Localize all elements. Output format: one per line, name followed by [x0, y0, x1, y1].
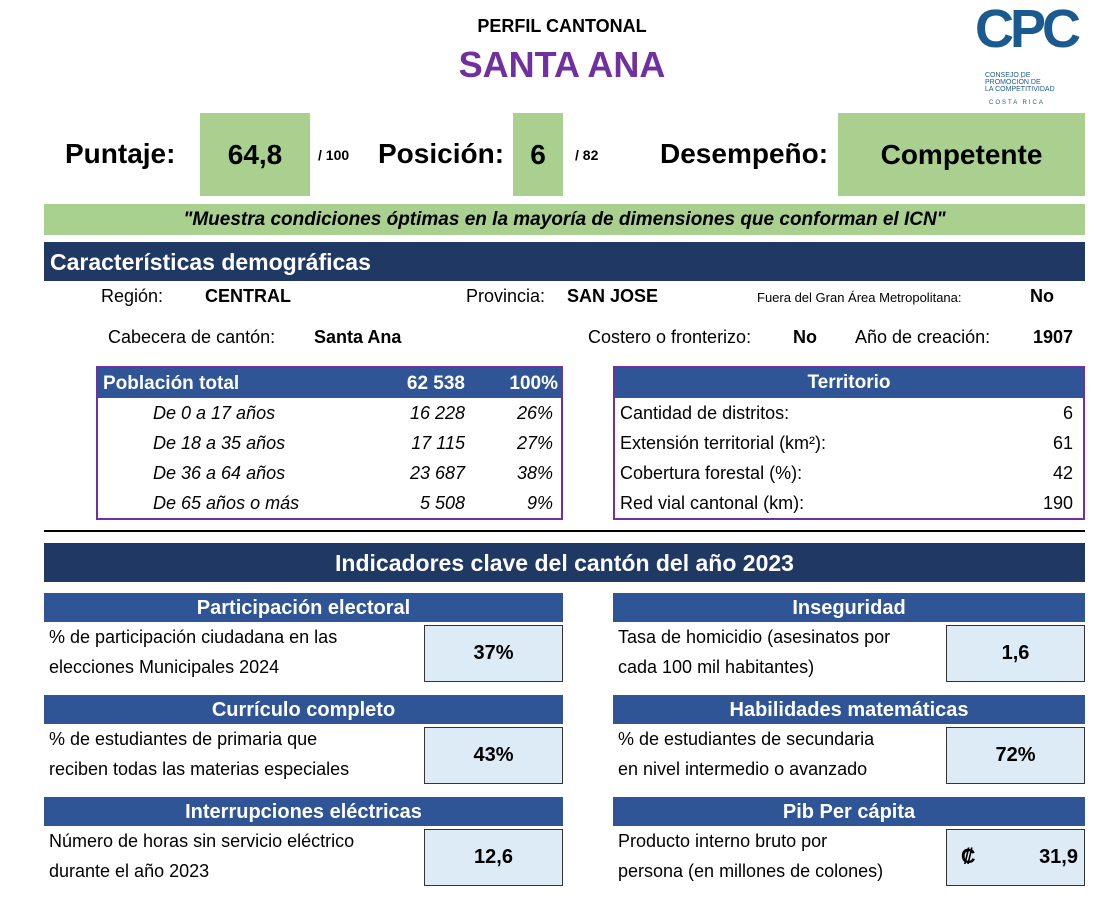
row-value: 42: [1052, 463, 1073, 483]
row-label: De 36 a 64 años: [153, 463, 286, 483]
position-label: Posición:: [378, 138, 505, 169]
quote: "Muestra condiciones óptimas en la mayor…: [44, 204, 1085, 235]
field-value: Santa Ana: [314, 327, 402, 347]
card-value-box: 72%: [946, 727, 1085, 784]
field-label: Provincia:: [466, 286, 546, 306]
card-description: elecciones Municipales 2024: [49, 657, 280, 677]
logo: CPC CONSEJO DE PROMOCIÓN DE LA COMPETITIVI…: [975, 0, 1081, 108]
card-value-box: 12,6: [424, 829, 563, 886]
card-value: 31,9: [1039, 846, 1078, 868]
card-description: durante el año 2023: [49, 861, 210, 881]
row-label: Extensión territorial (km²):: [620, 433, 827, 453]
position-max: / 82: [575, 147, 599, 163]
field-label: Fuera del Gran Área Metropolitana:: [757, 290, 962, 305]
row-percent: 38%: [516, 463, 553, 483]
card-description: % de participación ciudadana en las: [49, 627, 338, 647]
row-value: 17 115: [411, 433, 465, 453]
title: SANTA ANA: [458, 44, 666, 85]
card-description: reciben todas las materias especiales: [49, 759, 350, 779]
row-value: 6: [1062, 403, 1073, 423]
row-label: De 65 años o más: [153, 493, 300, 513]
field-value: CENTRAL: [205, 286, 291, 306]
card-title: Pib Per cápita: [613, 797, 1085, 826]
row-value: 16 228: [409, 403, 465, 423]
field-value: No: [793, 327, 817, 347]
score-value: 64,8: [200, 113, 310, 196]
row-label: De 0 a 17 años: [153, 403, 276, 423]
row-value: 5 508: [419, 493, 465, 513]
performance-label: Desempeño:: [660, 138, 829, 169]
logo-mark: CPC: [975, 0, 1081, 59]
field-value: 1907: [1033, 327, 1074, 347]
performance-value: Competente: [838, 113, 1085, 196]
field-value: No: [1030, 286, 1054, 306]
row-label: Cantidad de distritos:: [620, 403, 790, 423]
card-title: Interrupciones eléctricas: [44, 797, 563, 826]
card-description: Producto interno bruto por: [618, 831, 828, 851]
card-description: cada 100 mil habitantes): [618, 657, 815, 677]
row-percent: 26%: [516, 403, 553, 423]
card-description: persona (en millones de colones): [618, 861, 884, 881]
card-description: Número de horas sin servicio eléctrico: [49, 831, 355, 851]
field-label: Año de creación:: [855, 327, 991, 347]
row-percent: 27%: [516, 433, 553, 453]
card-value-box: ₡ 31,9: [946, 829, 1085, 886]
card-value-box: 43%: [424, 727, 563, 784]
row-label: Cobertura forestal (%):: [620, 463, 803, 483]
logo-text: CONSEJO DE PROMOCIÓN DE LA COMPETITIVIDAD: [985, 72, 1055, 93]
row-percent: 9%: [526, 493, 553, 513]
row-value: 61: [1052, 433, 1073, 453]
card-value-box: 37%: [424, 625, 563, 682]
logo-line: PROMOCIÓN DE: [985, 79, 1041, 86]
field-label: Cabecera de cantón:: [108, 327, 276, 347]
card-description: en nivel intermedio o avanzado: [618, 759, 868, 779]
card-description: % de estudiantes de secundaria: [618, 729, 875, 749]
card-title: Currículo completo: [44, 695, 563, 724]
card-value-box: 1,6: [946, 625, 1085, 682]
row-label: De 18 a 35 años: [153, 433, 286, 453]
card-title: Participación electoral: [44, 593, 563, 622]
header-cell: Población total: [103, 373, 240, 394]
population-table: Población total 62 538 100% De 0 a 17 añ…: [96, 366, 563, 520]
territory-table: Territorio Cantidad de distritos: 6 Extens…: [613, 366, 1085, 520]
score-label: Puntaje:: [65, 138, 176, 169]
header-cell: 62 538: [406, 373, 465, 394]
table-header: Territorio: [615, 368, 1083, 398]
card-title: Habilidades matemáticas: [613, 695, 1085, 724]
field-label: Región:: [101, 286, 164, 306]
row-value: 190: [1042, 493, 1073, 513]
logo-line: CONSEJO DE: [985, 72, 1031, 79]
currency-symbol: ₡: [961, 846, 976, 868]
row-label: Red vial cantonal (km):: [620, 493, 805, 513]
field-label: Costero o fronterizo:: [588, 327, 752, 347]
header-cell: 100%: [509, 373, 558, 394]
logo-country: COSTA RICA: [989, 100, 1045, 106]
row-value: 23 687: [409, 463, 465, 483]
section-header: Características demográficas: [44, 242, 1085, 281]
table-header: Población total 62 538 100%: [98, 368, 561, 398]
card-title: Inseguridad: [613, 593, 1085, 622]
field-value: SAN JOSE: [567, 286, 659, 306]
logo-line: LA COMPETITIVIDAD: [985, 86, 1055, 93]
card-description: Tasa de homicidio (asesinatos por: [618, 627, 891, 647]
card-description: % de estudiantes de primaria que: [49, 729, 318, 749]
divider: [44, 530, 1085, 532]
position-value: 6: [513, 113, 563, 196]
section-header: Indicadores clave del cantón del año 202…: [44, 543, 1085, 582]
subtitle: PERFIL CANTONAL: [477, 16, 647, 36]
score-max: / 100: [318, 147, 350, 163]
